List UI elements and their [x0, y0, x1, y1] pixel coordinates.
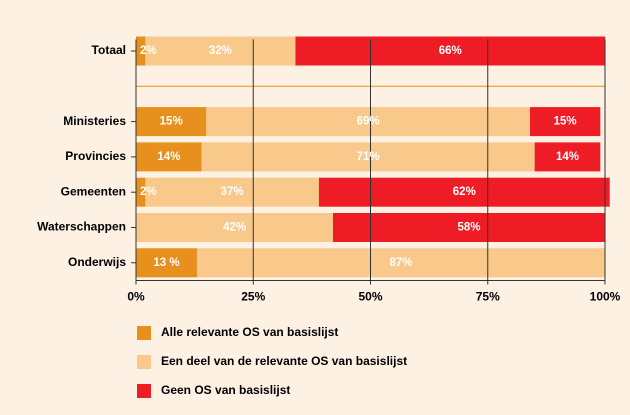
- bar-segment: [136, 36, 146, 66]
- bar-segment: [136, 177, 146, 207]
- data-label: 2%: [140, 45, 157, 57]
- x-tick-label: 25%: [241, 290, 265, 304]
- data-label: 37%: [221, 186, 244, 198]
- legend-label: Een deel van de relevante OS van basisli…: [161, 354, 407, 368]
- bar-segment: [136, 248, 197, 278]
- data-label: 62%: [453, 186, 476, 198]
- legend-swatch: [137, 384, 151, 398]
- data-label: 14%: [157, 151, 180, 163]
- data-label: 13 %: [153, 257, 179, 269]
- bar-segment: [318, 177, 610, 207]
- bar-segment: [145, 177, 319, 207]
- y-tick-label: Waterschappen: [37, 220, 126, 234]
- data-label: 66%: [439, 45, 462, 57]
- data-label: 42%: [223, 222, 246, 234]
- legend-label: Alle relevante OS van basislijst: [161, 325, 338, 339]
- data-label: 71%: [357, 151, 380, 163]
- bar-segment: [136, 107, 207, 137]
- data-label: 15%: [554, 116, 577, 128]
- y-tick-label: Totaal: [92, 43, 126, 57]
- bar-segment: [136, 213, 333, 242]
- bar-segment: [529, 107, 601, 137]
- bar-segment: [534, 142, 601, 172]
- x-tick-label: 0%: [127, 290, 145, 304]
- data-label: 87%: [389, 257, 412, 269]
- x-tick-label: 75%: [476, 290, 500, 304]
- data-label: 58%: [457, 222, 480, 234]
- y-tick-label: Gemeenten: [61, 184, 126, 198]
- x-tick-label: 100%: [590, 290, 621, 304]
- data-label: 69%: [357, 116, 380, 128]
- data-label: 15%: [160, 116, 183, 128]
- y-tick-label: Provincies: [65, 149, 126, 163]
- legend-swatch: [137, 355, 151, 369]
- bar-segment: [295, 36, 605, 66]
- bar-segment: [145, 36, 296, 66]
- bar-segment: [136, 142, 202, 172]
- bar-segment: [201, 142, 535, 172]
- bar-segment: [332, 213, 605, 242]
- legend-label: Geen OS van basislijst: [161, 383, 290, 397]
- bar-segment: [196, 248, 605, 278]
- legend-swatch: [137, 326, 151, 340]
- bar-segment: [206, 107, 530, 137]
- data-label: 14%: [556, 151, 579, 163]
- x-tick-label: 50%: [358, 290, 382, 304]
- data-label: 32%: [209, 45, 232, 57]
- y-tick-label: Onderwijs: [68, 255, 126, 269]
- data-label: 2%: [140, 186, 157, 198]
- y-tick-label: Ministeries: [63, 114, 126, 128]
